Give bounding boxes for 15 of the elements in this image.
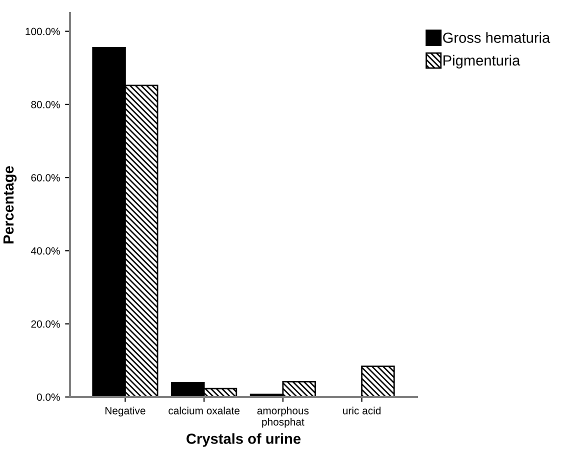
y-tick-label: 100.0% (26, 28, 60, 36)
x-tick-label: uric acid (343, 406, 381, 414)
y-tick-label: 0.0% (36, 394, 60, 401)
y-axis-title: Percentage (3, 166, 17, 244)
x-tick-label: amorphous phosphat (257, 406, 309, 428)
legend-label: Gross hematuria (443, 32, 550, 43)
bar (361, 366, 395, 397)
y-tick-label: 80.0% (31, 100, 60, 108)
y-tick-label: 40.0% (30, 247, 60, 255)
y-tick-label: 20.0% (31, 320, 60, 328)
legend-label: Pigmenturia (444, 54, 520, 68)
x-axis-title: Crystals of urine (186, 433, 301, 447)
x-tick-label: Negative (106, 406, 146, 416)
x-tick-label: calcium oxalate (168, 406, 240, 414)
y-tick-label: 60.0% (31, 174, 60, 182)
